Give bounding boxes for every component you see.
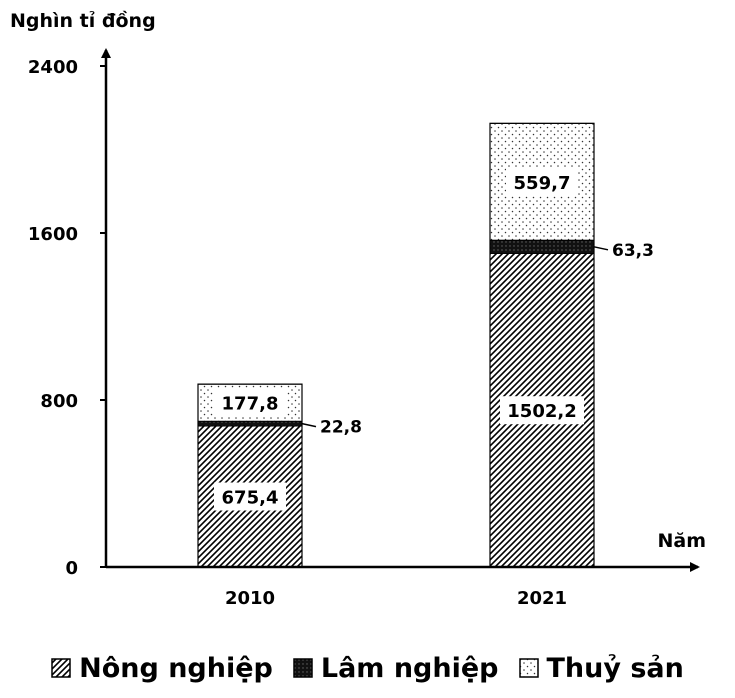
x-axis-title: Năm [657, 530, 706, 552]
hatch-swatch-icon [51, 658, 71, 678]
data-label-2010-0: 675,4 [222, 488, 279, 509]
y-tick-label: 2400 [28, 57, 78, 78]
x-tick-label: 2010 [225, 588, 275, 609]
data-label-box [506, 167, 578, 196]
dots-swatch-icon [518, 658, 539, 678]
data-label-2021-0: 1502,2 [507, 401, 576, 422]
y-axis-title: Nghìn tỉ đồng [10, 9, 156, 32]
data-label-box [500, 396, 584, 425]
legend: Nông nghiệp Lâm nghiệp Thuỷ sản [0, 648, 735, 688]
data-label-2021-1: 63,3 [612, 241, 654, 261]
y-tick-label: 800 [40, 391, 78, 412]
data-label-box [214, 482, 286, 511]
label-leader-line [593, 246, 609, 251]
y-tick-label: 1600 [28, 224, 78, 245]
data-label-box [214, 388, 286, 417]
bar-segment-2021-1 [489, 239, 595, 254]
legend-label: Nông nghiệp [79, 652, 273, 684]
x-tick-label: 2021 [517, 588, 567, 609]
data-label-2010-2: 177,8 [222, 394, 279, 415]
legend-item-thuy-san: Thuỷ sản [518, 652, 684, 684]
label-leader-line [301, 422, 317, 428]
dense-swatch-icon [293, 658, 313, 678]
data-label-2021-2: 559,7 [514, 173, 571, 194]
data-label-2010-1: 22,8 [320, 418, 362, 438]
y-tick-label: 0 [65, 558, 78, 579]
legend-label: Lâm nghiệp [320, 652, 499, 684]
legend-item-nong-nghiep: Nông nghiệp [51, 653, 273, 684]
legend-item-lam-nghiep: Lâm nghiệp [293, 653, 499, 684]
bar-segment-2010-1 [197, 420, 303, 427]
legend-label: Thuỷ sản [546, 652, 684, 684]
